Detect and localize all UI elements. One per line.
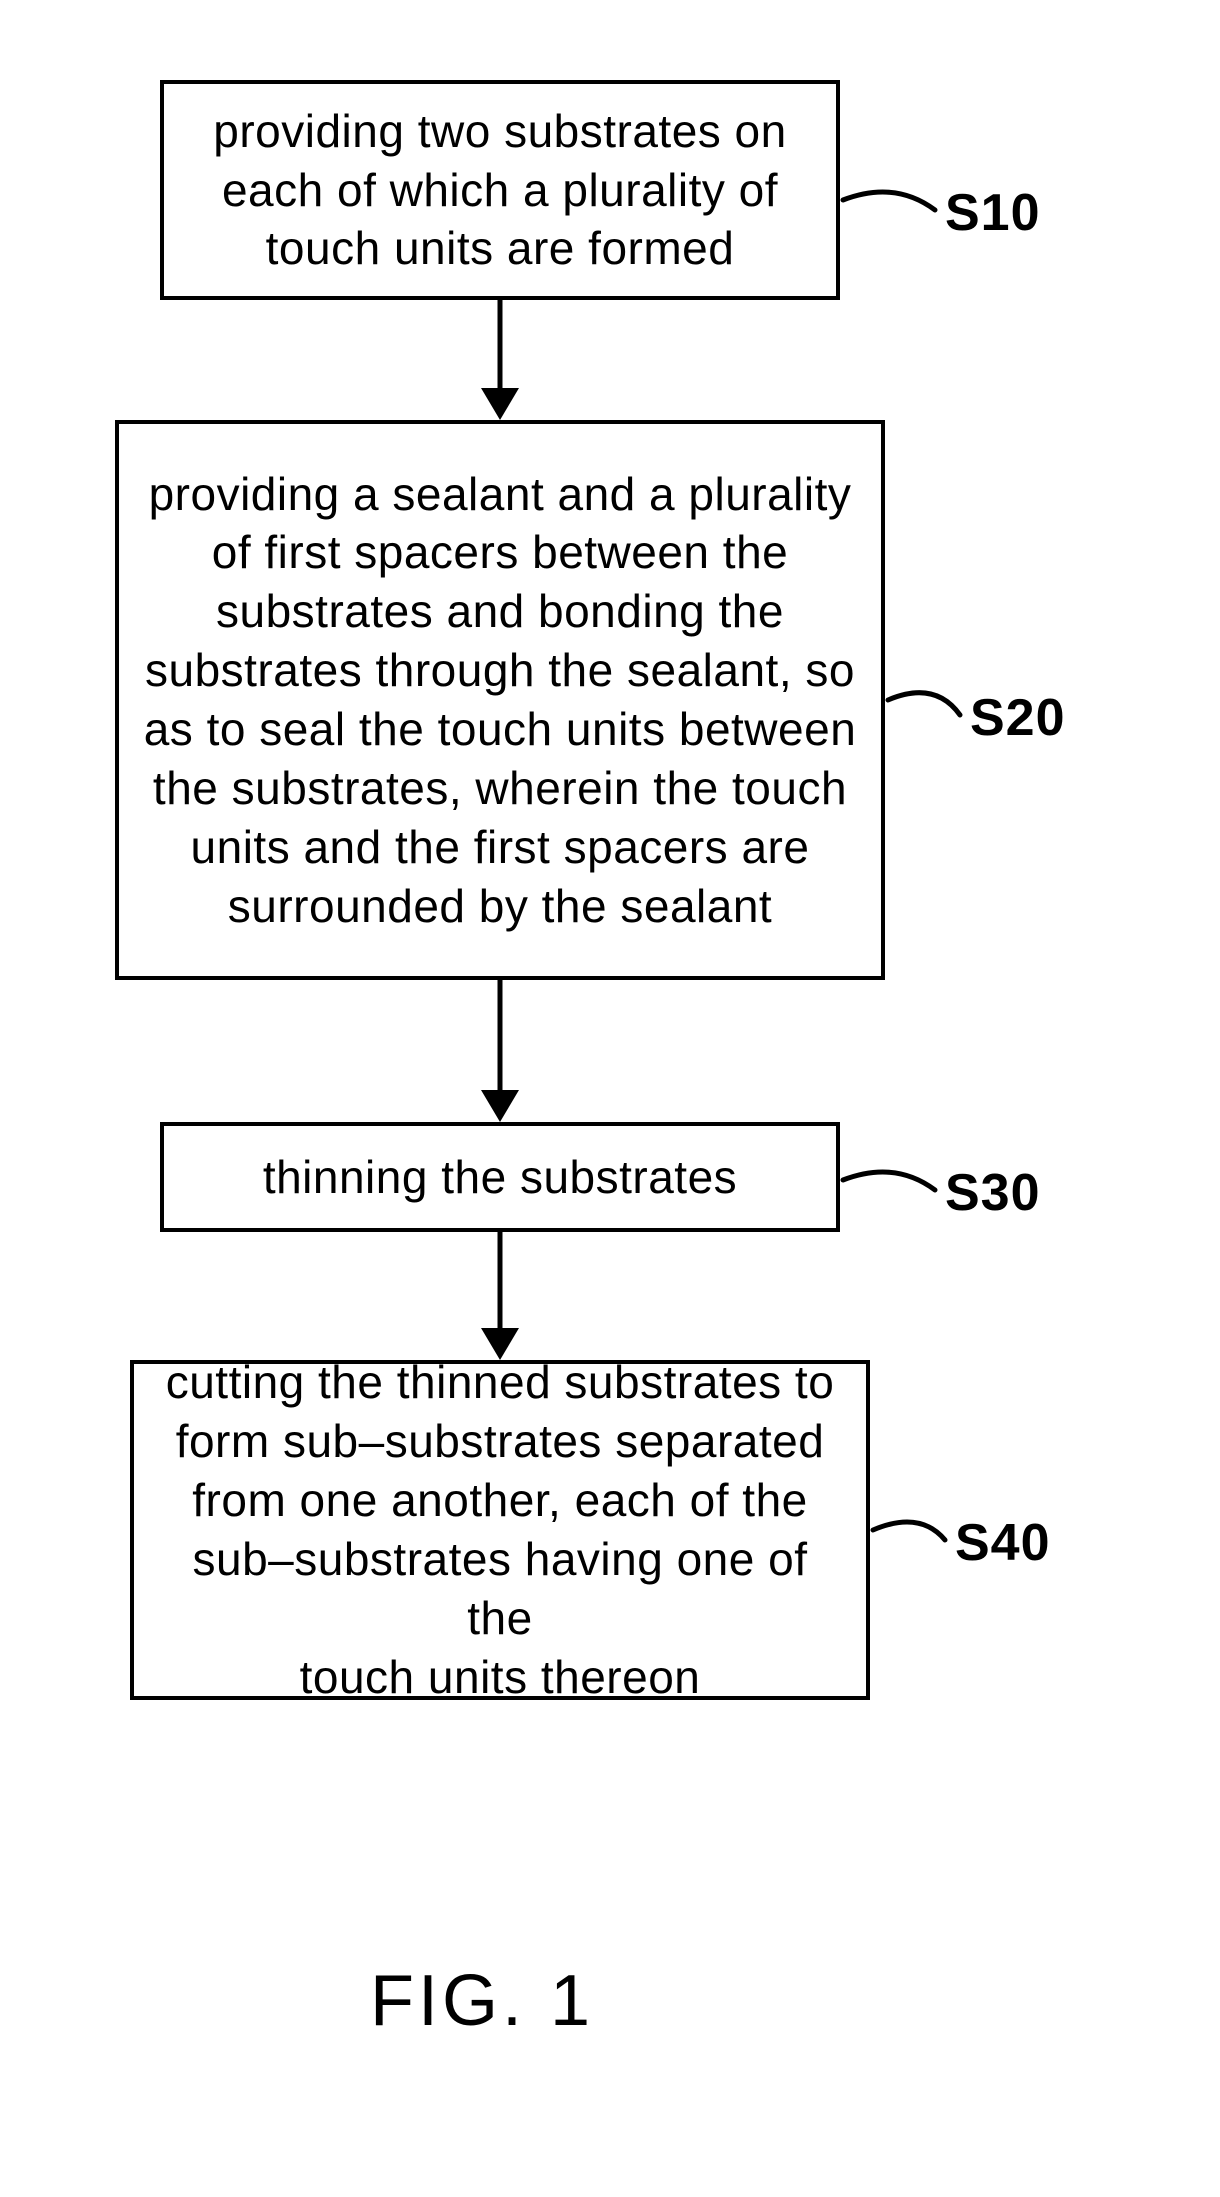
flow-step-s10: providing two substrates oneach of which… (160, 80, 840, 300)
flow-step-text: providing two substrates oneach of which… (213, 102, 786, 279)
step-label-s30: S30 (945, 1163, 1041, 1223)
flow-step-text: providing a sealant and a pluralityof fi… (144, 465, 857, 936)
flow-step-s30: thinning the substrates (160, 1122, 840, 1232)
connector-overlay (0, 0, 1220, 2197)
figure-canvas: providing two substrates oneach of which… (0, 0, 1220, 2197)
flow-step-text: thinning the substrates (263, 1148, 737, 1207)
flow-step-s20: providing a sealant and a pluralityof fi… (115, 420, 885, 980)
flow-step-s40: cutting the thinned substrates toform su… (130, 1360, 870, 1700)
step-label-s40: S40 (955, 1513, 1051, 1573)
step-label-s20: S20 (970, 688, 1066, 748)
figure-caption: FIG. 1 (370, 1960, 594, 2042)
flow-step-text: cutting the thinned substrates toform su… (154, 1353, 846, 1706)
step-label-s10: S10 (945, 183, 1041, 243)
